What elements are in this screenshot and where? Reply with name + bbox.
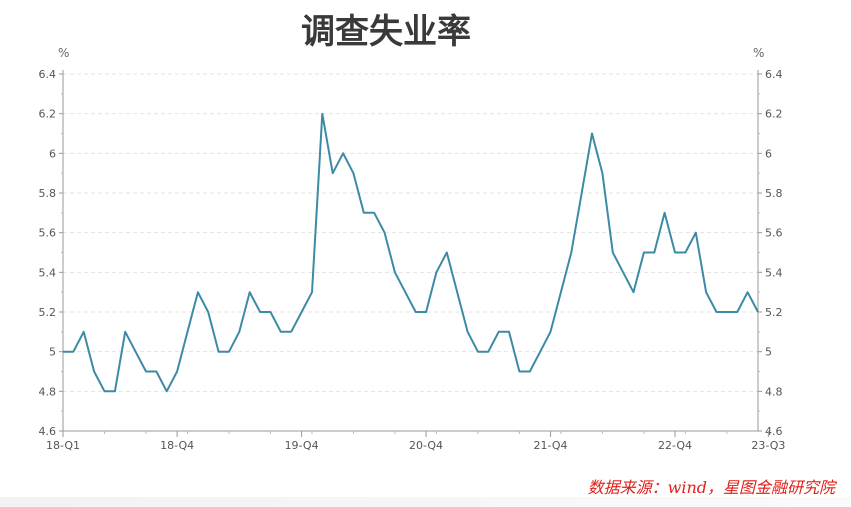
y-tick-label-left: 5.6 <box>39 227 57 240</box>
x-tick-label: 22-Q4 <box>658 439 692 452</box>
line-chart: 4.6 4.8 5 5.2 5.4 5.6 5.8 6 6.2 6.4 4.6 4.8 5 5.2 5.4… <box>39 68 786 452</box>
y-tick-label-right: 6 <box>765 147 772 160</box>
y-tick-label-right: 5 <box>765 346 772 359</box>
y-tick-label-left: 6.4 <box>39 68 57 81</box>
bottom-band <box>0 497 851 507</box>
source-note: 数据来源：wind，星图金融研究院 <box>587 478 835 497</box>
y-axis-right: 4.6 4.8 5 5.2 5.4 5.6 5.8 6 6.2 6.4 <box>758 68 783 438</box>
y-tick-label-right: 6.2 <box>765 108 783 121</box>
series-group <box>63 112 759 393</box>
y-tick-label-left: 5.4 <box>39 266 57 279</box>
y-axis-left-unit: % <box>58 46 70 60</box>
chart-title: 调查失业率 <box>301 12 471 52</box>
y-tick-label-right: 4.8 <box>765 385 783 398</box>
x-tick-label: 18-Q4 <box>160 439 194 452</box>
y-axis-right-unit: % <box>753 46 765 60</box>
y-tick-label-right: 4.6 <box>765 425 783 438</box>
x-tick-label: 18-Q1 <box>46 439 80 452</box>
x-tick-label: 19-Q4 <box>285 439 319 452</box>
y-tick-label-right: 5.4 <box>765 266 783 279</box>
x-tick-label: 21-Q4 <box>534 439 568 452</box>
x-tick-label: 23-Q3 <box>751 439 785 452</box>
y-tick-label-right: 5.8 <box>765 187 783 200</box>
unemployment-rate-line <box>63 112 759 393</box>
y-tick-label-right: 5.2 <box>765 306 783 319</box>
y-tick-label-right: 6.4 <box>765 68 783 81</box>
y-tick-label-left: 5.2 <box>39 306 57 319</box>
y-axis-left: 4.6 4.8 5 5.2 5.4 5.6 5.8 6 6.2 6.4 <box>39 68 63 438</box>
y-tick-label-left: 4.8 <box>39 385 57 398</box>
axes <box>62 70 759 432</box>
y-tick-label-right: 5.6 <box>765 227 783 240</box>
gridlines <box>63 73 758 392</box>
y-tick-label-left: 4.6 <box>39 425 57 438</box>
y-tick-label-left: 6.2 <box>39 108 57 121</box>
y-tick-label-left: 5 <box>49 346 56 359</box>
y-tick-label-left: 6 <box>49 147 56 160</box>
x-tick-label: 20-Q4 <box>409 439 443 452</box>
y-tick-label-left: 5.8 <box>39 187 57 200</box>
x-axis: 18-Q1 18-Q4 19-Q4 20-Q4 21-Q4 22-Q4 23-Q3 <box>46 431 785 452</box>
